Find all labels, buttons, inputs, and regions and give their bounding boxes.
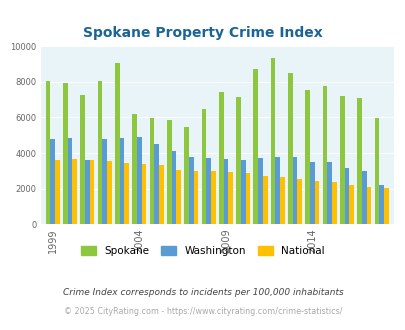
Text: Crime Index corresponds to incidents per 100,000 inhabitants: Crime Index corresponds to incidents per… (62, 287, 343, 297)
Bar (136, 137, 141, 224)
Bar (210, 171, 215, 224)
Bar (349, 185, 353, 224)
Bar (90, 160, 94, 224)
Bar (132, 114, 136, 224)
Bar (361, 172, 366, 224)
Bar (305, 90, 309, 224)
Bar (322, 86, 326, 224)
Bar (193, 171, 198, 224)
Bar (158, 165, 163, 224)
Bar (102, 139, 107, 224)
Bar (107, 161, 111, 224)
Text: Spokane Property Crime Index: Spokane Property Crime Index (83, 26, 322, 40)
Bar (98, 81, 102, 224)
Bar (218, 92, 223, 224)
Bar (188, 157, 193, 224)
Bar (245, 173, 249, 224)
Bar (141, 164, 146, 224)
Bar (383, 188, 388, 224)
Bar (206, 158, 210, 224)
Bar (356, 98, 361, 224)
Bar (115, 63, 119, 224)
Bar (297, 179, 301, 224)
Bar (270, 58, 275, 224)
Bar (68, 138, 72, 224)
Bar (240, 160, 245, 224)
Bar (63, 83, 68, 224)
Legend: Spokane, Washington, National: Spokane, Washington, National (77, 242, 328, 260)
Bar (253, 69, 258, 224)
Bar (378, 185, 383, 224)
Bar (149, 118, 154, 224)
Bar (171, 151, 176, 224)
Bar (258, 158, 262, 224)
Bar (176, 170, 181, 224)
Bar (166, 120, 171, 224)
Bar (72, 159, 77, 224)
Bar (326, 162, 331, 224)
Bar (309, 162, 314, 224)
Bar (292, 157, 297, 224)
Bar (344, 168, 349, 224)
Bar (236, 97, 240, 224)
Bar (339, 96, 344, 224)
Bar (201, 110, 206, 224)
Bar (55, 160, 60, 224)
Bar (366, 187, 371, 224)
Bar (279, 177, 284, 224)
Bar (154, 144, 158, 224)
Bar (50, 139, 55, 224)
Text: © 2025 CityRating.com - https://www.cityrating.com/crime-statistics/: © 2025 CityRating.com - https://www.city… (64, 307, 341, 316)
Bar (80, 95, 85, 224)
Bar (124, 163, 129, 224)
Bar (314, 181, 319, 224)
Bar (46, 81, 50, 224)
Bar (119, 138, 124, 224)
Bar (228, 172, 232, 224)
Bar (262, 177, 267, 224)
Bar (85, 160, 90, 224)
Bar (223, 159, 228, 224)
Bar (331, 182, 336, 224)
Bar (275, 157, 279, 224)
Bar (184, 127, 188, 224)
Bar (288, 73, 292, 224)
Bar (374, 118, 378, 224)
